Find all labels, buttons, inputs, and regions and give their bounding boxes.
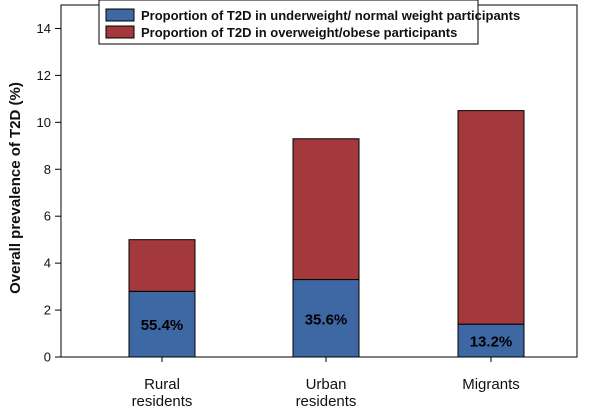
bar-underweight-normal	[457, 323, 525, 358]
x-category-label: residents	[132, 393, 193, 410]
bar-data-label: 35.6%	[305, 311, 348, 328]
x-category-label: Migrants	[462, 376, 520, 393]
legend-entry-label: Proportion of T2D in overweight/obese pa…	[141, 25, 457, 40]
bar-underweight-normal	[292, 279, 360, 358]
y-tick-label: 8	[44, 162, 51, 177]
y-tick-label: 0	[44, 350, 51, 365]
y-tick-label: 10	[37, 115, 51, 130]
legend-box	[98, 0, 479, 45]
legend-entry-label: Proportion of T2D in underweight/ normal…	[141, 8, 520, 23]
y-tick-label: 4	[44, 256, 51, 271]
legend-swatch	[105, 8, 135, 22]
x-category-label: residents	[296, 393, 357, 410]
y-tick-label: 2	[44, 303, 51, 318]
y-axis-label: Overall prevalence of T2D (%)	[7, 82, 24, 294]
bar-data-label: 13.2%	[470, 334, 513, 351]
bar-data-label: 55.4%	[141, 317, 184, 334]
plot-area: 0246810121455.4%Ruralresidents35.6%Urban…	[37, 0, 578, 410]
x-category-label: Rural	[144, 376, 180, 393]
legend-swatch	[105, 25, 135, 39]
y-tick-label: 6	[44, 209, 51, 224]
bar-overweight-obese	[292, 138, 360, 281]
bar-overweight-obese	[128, 239, 196, 292]
y-tick-label: 14	[37, 21, 51, 36]
x-category-label: Urban	[306, 376, 347, 393]
bar-overweight-obese	[457, 110, 525, 325]
y-tick-label: 12	[37, 68, 51, 83]
